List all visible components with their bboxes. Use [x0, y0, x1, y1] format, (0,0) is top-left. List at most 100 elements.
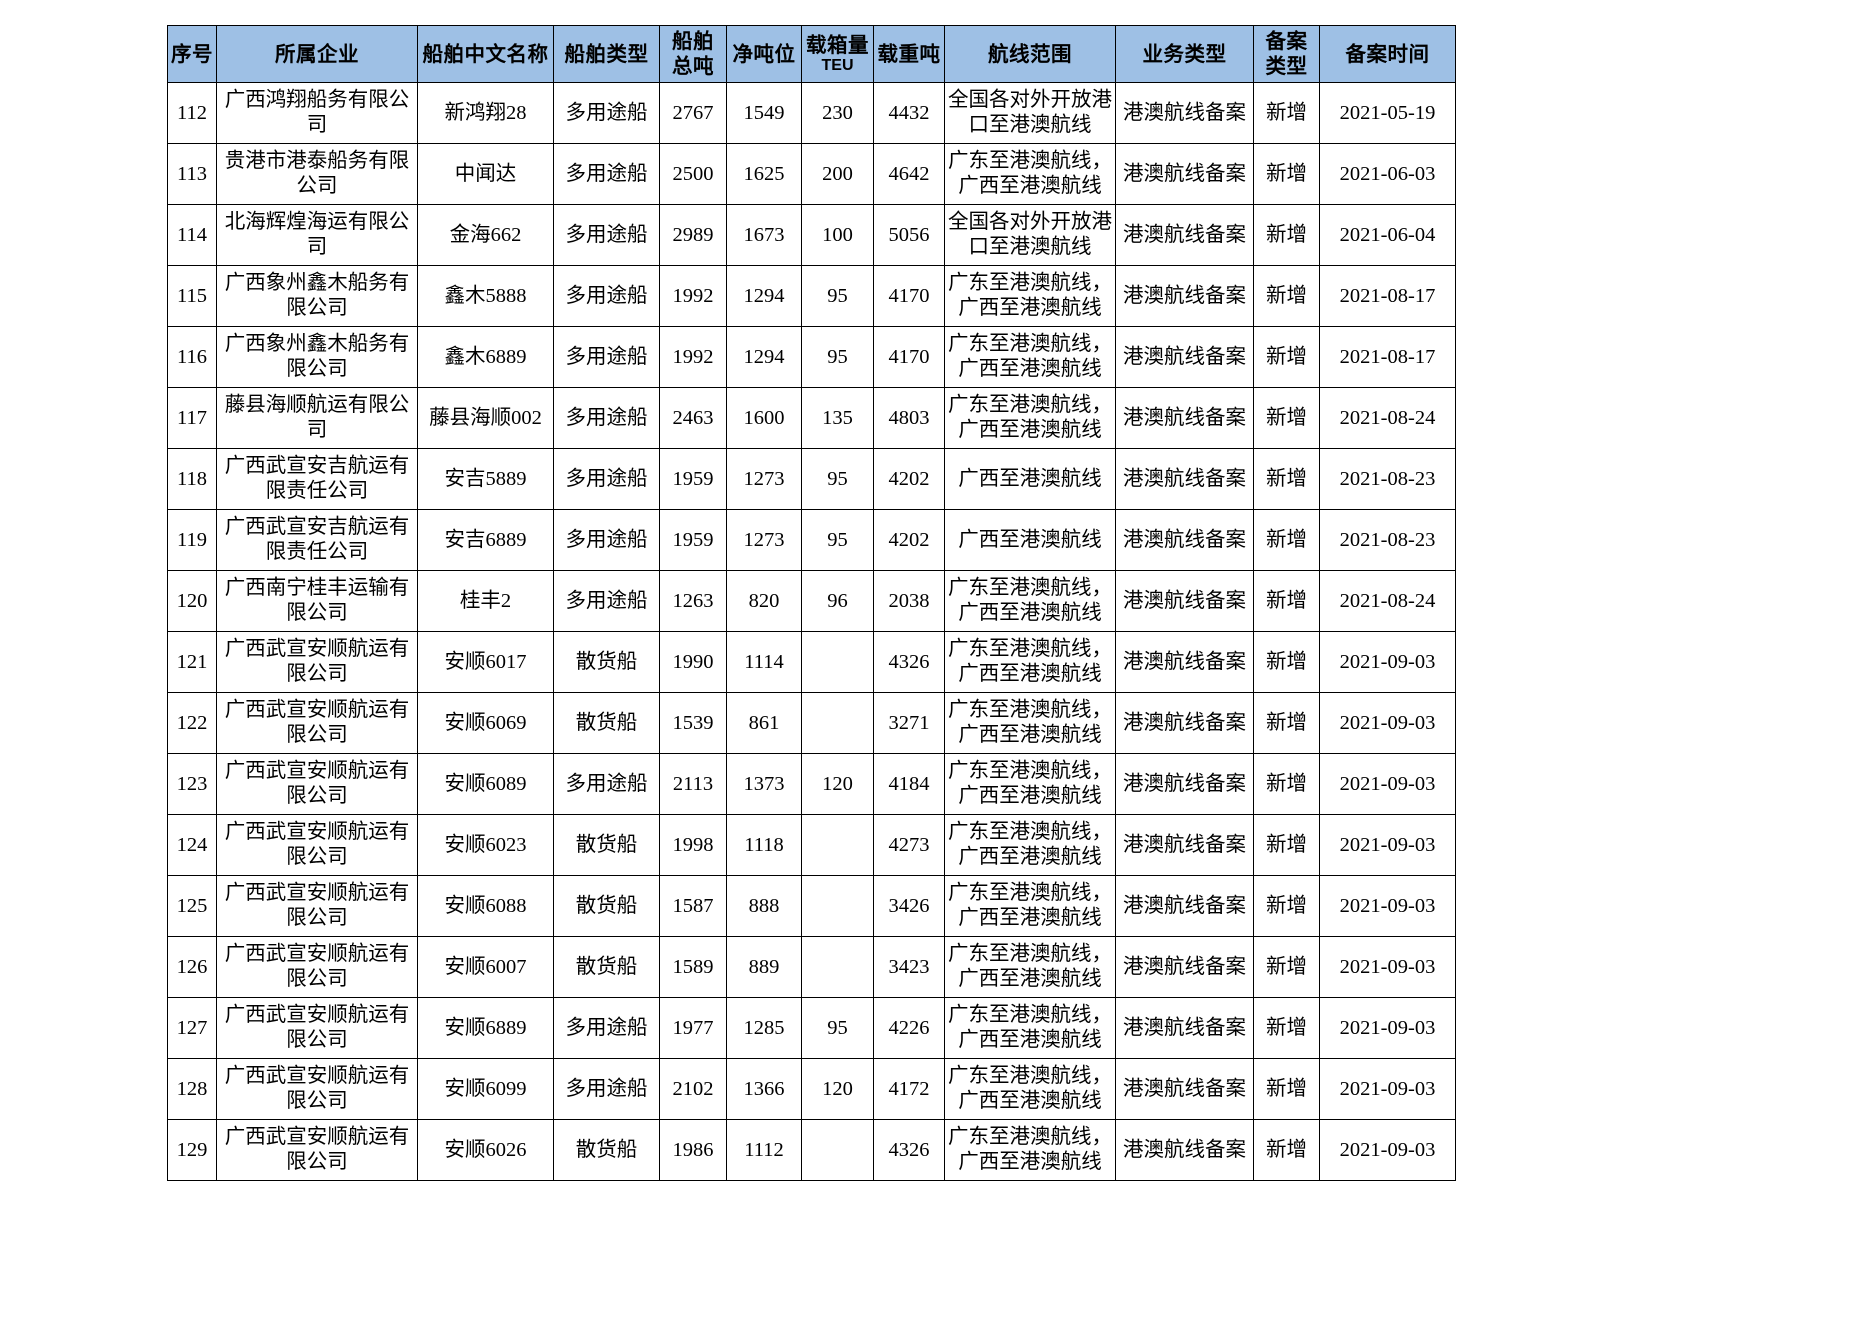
cell-ship-type: 多用途船 — [553, 143, 660, 205]
cell-net-tons: 1273 — [726, 448, 802, 510]
cell-deadweight: 4184 — [873, 753, 945, 815]
column-header-ship-name: 船舶中文名称 — [417, 25, 554, 83]
cell-ship-type: 多用途船 — [553, 509, 660, 571]
cell-route: 广东至港澳航线，广西至港澳航线 — [944, 570, 1116, 632]
cell-ship-name: 安顺6088 — [417, 875, 554, 937]
cell-business: 港澳航线备案 — [1115, 875, 1254, 937]
cell-ship-type: 多用途船 — [553, 997, 660, 1059]
cell-net-tons: 888 — [726, 875, 802, 937]
cell-record-type: 新增 — [1253, 326, 1320, 388]
cell-net-tons: 1600 — [726, 387, 802, 449]
cell-record-type: 新增 — [1253, 82, 1320, 144]
cell-route: 广西至港澳航线 — [944, 448, 1116, 510]
cell-gross-tons: 1992 — [659, 265, 727, 327]
cell-record-type: 新增 — [1253, 509, 1320, 571]
cell-teu: 95 — [801, 509, 874, 571]
cell-net-tons: 820 — [726, 570, 802, 632]
cell-gross-tons: 2500 — [659, 143, 727, 205]
cell-record-date: 2021-05-19 — [1319, 82, 1456, 144]
cell-ship-type: 多用途船 — [553, 82, 660, 144]
cell-index: 114 — [167, 204, 217, 266]
cell-gross-tons: 1263 — [659, 570, 727, 632]
table-row: 116 广西象州鑫木船务有限公司 鑫木6889 多用途船 1992 1294 95 4170 广… — [167, 326, 1456, 388]
table-row: 115 广西象州鑫木船务有限公司 鑫木5888 多用途船 1992 1294 95 4170 广… — [167, 265, 1456, 327]
cell-net-tons: 1373 — [726, 753, 802, 815]
cell-deadweight: 4170 — [873, 265, 945, 327]
cell-record-type: 新增 — [1253, 204, 1320, 266]
cell-teu: 95 — [801, 265, 874, 327]
cell-record-type: 新增 — [1253, 143, 1320, 205]
cell-route: 广东至港澳航线，广西至港澳航线 — [944, 1119, 1116, 1181]
cell-record-type: 新增 — [1253, 570, 1320, 632]
cell-business: 港澳航线备案 — [1115, 1119, 1254, 1181]
cell-ship-type: 多用途船 — [553, 265, 660, 327]
table-body: 112 广西鸿翔船务有限公司 新鸿翔28 多用途船 2767 1549 230 4432 全国各… — [167, 82, 1456, 1181]
cell-business: 港澳航线备案 — [1115, 1058, 1254, 1120]
cell-ship-name: 桂丰2 — [417, 570, 554, 632]
cell-index: 117 — [167, 387, 217, 449]
cell-route: 广东至港澳航线，广西至港澳航线 — [944, 631, 1116, 693]
cell-deadweight: 4432 — [873, 82, 945, 144]
cell-net-tons: 1273 — [726, 509, 802, 571]
cell-business: 港澳航线备案 — [1115, 326, 1254, 388]
cell-record-type: 新增 — [1253, 387, 1320, 449]
cell-enterprise: 广西象州鑫木船务有限公司 — [216, 326, 418, 388]
column-header-record-type: 备案类型 — [1253, 25, 1320, 83]
cell-teu: 95 — [801, 997, 874, 1059]
cell-record-date: 2021-09-03 — [1319, 692, 1456, 754]
cell-enterprise: 广西武宣安顺航运有限公司 — [216, 692, 418, 754]
cell-business: 港澳航线备案 — [1115, 631, 1254, 693]
cell-business: 港澳航线备案 — [1115, 509, 1254, 571]
cell-deadweight: 4202 — [873, 509, 945, 571]
cell-ship-name: 新鸿翔28 — [417, 82, 554, 144]
cell-teu: 120 — [801, 1058, 874, 1120]
cell-ship-name: 安顺6023 — [417, 814, 554, 876]
cell-route: 广东至港澳航线，广西至港澳航线 — [944, 814, 1116, 876]
cell-enterprise: 广西武宣安吉航运有限责任公司 — [216, 448, 418, 510]
cell-business: 港澳航线备案 — [1115, 814, 1254, 876]
table-row: 118 广西武宣安吉航运有限责任公司 安吉5889 多用途船 1959 1273 95 420… — [167, 448, 1456, 510]
table-row: 128 广西武宣安顺航运有限公司 安顺6099 多用途船 2102 1366 120 4172… — [167, 1058, 1456, 1120]
cell-teu — [801, 692, 874, 754]
cell-record-date: 2021-08-24 — [1319, 387, 1456, 449]
cell-record-date: 2021-06-04 — [1319, 204, 1456, 266]
cell-index: 115 — [167, 265, 217, 327]
cell-net-tons: 1366 — [726, 1058, 802, 1120]
cell-route: 全国各对外开放港口至港澳航线 — [944, 204, 1116, 266]
column-header-business: 业务类型 — [1115, 25, 1254, 83]
cell-ship-name: 安顺6017 — [417, 631, 554, 693]
cell-enterprise: 广西象州鑫木船务有限公司 — [216, 265, 418, 327]
cell-business: 港澳航线备案 — [1115, 82, 1254, 144]
cell-net-tons: 1549 — [726, 82, 802, 144]
cell-business: 港澳航线备案 — [1115, 143, 1254, 205]
table-row: 127 广西武宣安顺航运有限公司 安顺6889 多用途船 1977 1285 95 4226 广… — [167, 997, 1456, 1059]
cell-deadweight: 4326 — [873, 631, 945, 693]
cell-gross-tons: 2463 — [659, 387, 727, 449]
cell-deadweight: 4226 — [873, 997, 945, 1059]
cell-ship-type: 多用途船 — [553, 1058, 660, 1120]
cell-ship-name: 安吉5889 — [417, 448, 554, 510]
cell-business: 港澳航线备案 — [1115, 997, 1254, 1059]
cell-business: 港澳航线备案 — [1115, 265, 1254, 327]
table-row: 125 广西武宣安顺航运有限公司 安顺6088 散货船 1587 888 3426 广东至港澳… — [167, 875, 1456, 937]
table-header: 序号 所属企业 船舶中文名称 船舶类型 船舶总吨 净吨位 载箱量 TEU 载重吨 … — [167, 25, 1456, 83]
cell-route: 广东至港澳航线，广西至港澳航线 — [944, 326, 1116, 388]
cell-gross-tons: 1990 — [659, 631, 727, 693]
cell-enterprise: 广西武宣安顺航运有限公司 — [216, 631, 418, 693]
table-row: 120 广西南宁桂丰运输有限公司 桂丰2 多用途船 1263 820 96 2038 广东至港澳… — [167, 570, 1456, 632]
cell-net-tons: 1673 — [726, 204, 802, 266]
cell-enterprise: 藤县海顺航运有限公司 — [216, 387, 418, 449]
cell-record-date: 2021-09-03 — [1319, 1058, 1456, 1120]
cell-record-type: 新增 — [1253, 875, 1320, 937]
column-header-teu-unit: TEU — [821, 57, 854, 75]
cell-gross-tons: 2102 — [659, 1058, 727, 1120]
cell-ship-type: 多用途船 — [553, 387, 660, 449]
table-row: 117 藤县海顺航运有限公司 藤县海顺002 多用途船 2463 1600 135 4803 广… — [167, 387, 1456, 449]
cell-index: 118 — [167, 448, 217, 510]
cell-net-tons: 1112 — [726, 1119, 802, 1181]
cell-ship-name: 安顺6007 — [417, 936, 554, 998]
cell-route: 广东至港澳航线，广西至港澳航线 — [944, 753, 1116, 815]
cell-route: 广东至港澳航线，广西至港澳航线 — [944, 875, 1116, 937]
cell-business: 港澳航线备案 — [1115, 448, 1254, 510]
